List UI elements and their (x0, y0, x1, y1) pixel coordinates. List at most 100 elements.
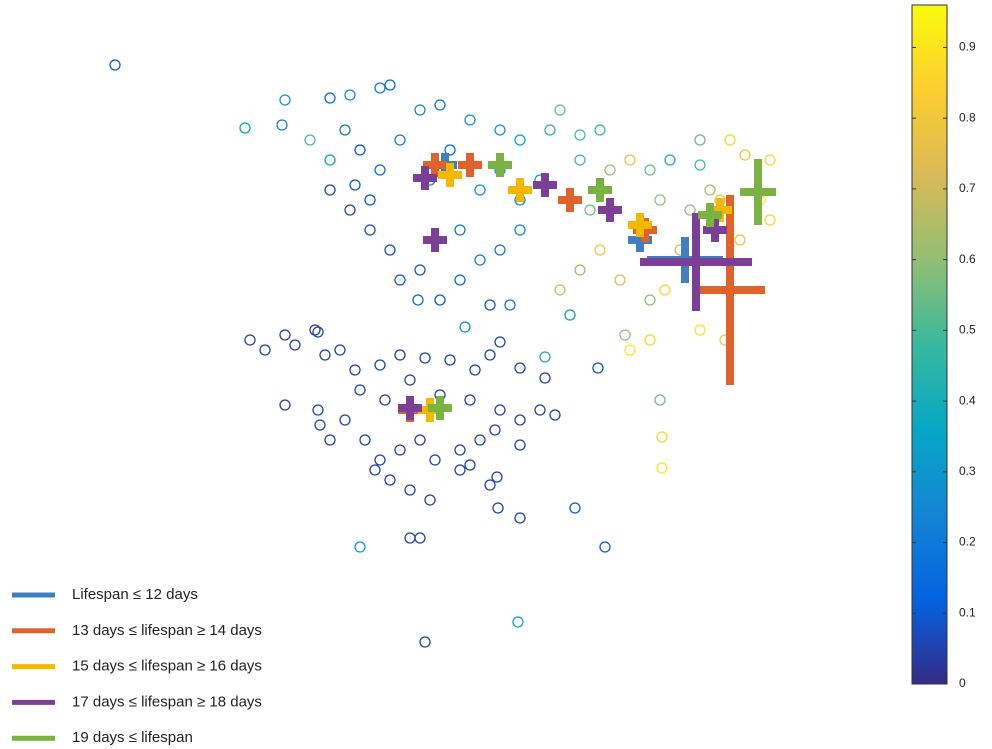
scatter-point (544, 124, 556, 136)
scatter-point (604, 164, 616, 176)
colorbar-tick-label: 0.3 (959, 464, 976, 478)
scatter-point (554, 284, 566, 296)
cross-layer (398, 153, 776, 422)
colorbar-tick-label: 0.5 (959, 323, 976, 337)
scatter-point (444, 354, 456, 366)
scatter-point (279, 94, 291, 106)
scatter-point (404, 484, 416, 496)
scatter-point (339, 414, 351, 426)
scatter-point (354, 144, 366, 156)
scatter-point (491, 471, 503, 483)
scatter-point (614, 274, 626, 286)
scatter-point (344, 89, 356, 101)
scatter-point (414, 434, 426, 446)
scatter-point (424, 494, 436, 506)
scatter-point (384, 474, 396, 486)
scatter-point (349, 179, 361, 191)
scatter-point (469, 364, 481, 376)
scatter-point (656, 462, 668, 474)
scatter-point (514, 512, 526, 524)
legend: Lifespan ≤ 12 days 13 days ≤ lifespan ≥ 1… (12, 586, 262, 746)
scatter-point (374, 82, 386, 94)
scatter-point (584, 204, 596, 216)
scatter-point (454, 444, 466, 456)
scatter-point (384, 79, 396, 91)
scatter-point (474, 434, 486, 446)
scatter-point (764, 154, 776, 166)
scatter-point (374, 164, 386, 176)
legend-label: 19 days ≤ lifespan (72, 729, 193, 746)
scatter-point (494, 404, 506, 416)
scatter-point (654, 194, 666, 206)
scatter-point (239, 122, 251, 134)
scatter-point (334, 344, 346, 356)
scatter-point (619, 329, 631, 341)
scatter-point (259, 344, 271, 356)
colorbar-tick-label: 0.6 (959, 252, 976, 266)
colorbar-tick-label: 0.7 (959, 181, 976, 195)
scatter-point (514, 224, 526, 236)
scatter-point (279, 329, 291, 341)
scatter-point (694, 134, 706, 146)
scatter-point (394, 349, 406, 361)
scatter-point (494, 124, 506, 136)
scatter-point (484, 349, 496, 361)
scatter-point (624, 154, 636, 166)
scatter-point (539, 351, 551, 363)
scatter-point (459, 321, 471, 333)
scatter-point (644, 164, 656, 176)
scatter-point (659, 284, 671, 296)
scatter-point (384, 244, 396, 256)
scatter-point (484, 479, 496, 491)
scatter-point (354, 541, 366, 553)
colorbar-tick-label: 0.9 (959, 40, 976, 54)
colorbar-tick-label: 0.1 (959, 605, 976, 619)
scatter-point (454, 224, 466, 236)
scatter-point (492, 502, 504, 514)
scatter-point (444, 144, 456, 156)
scatter-point (394, 274, 406, 286)
scatter-point (644, 294, 656, 306)
scatter-point (592, 362, 604, 374)
scatter-point (684, 204, 696, 216)
scatter-point (574, 129, 586, 141)
scatter-point (394, 134, 406, 146)
scatter-point (474, 254, 486, 266)
scatter-point (289, 339, 301, 351)
scatter-point (764, 214, 776, 226)
scatter-point (419, 636, 431, 648)
scatter-point (429, 454, 441, 466)
scatter-point (484, 299, 496, 311)
scatter-point (324, 434, 336, 446)
scatter-point (724, 134, 736, 146)
scatter-point (419, 352, 431, 364)
scatter-point (489, 424, 501, 436)
scatter-point (464, 459, 476, 471)
scatter-point (244, 334, 256, 346)
scatter-point (324, 154, 336, 166)
scatter-point (704, 184, 716, 196)
scatter-point (564, 309, 576, 321)
scatter-point (374, 454, 386, 466)
scatter-point (504, 299, 516, 311)
scatter-point (359, 434, 371, 446)
scatter-point (414, 264, 426, 276)
scatter-point (694, 324, 706, 336)
scatter-point (514, 134, 526, 146)
scatter-point (414, 104, 426, 116)
scatter-point (464, 394, 476, 406)
scatter-point (574, 264, 586, 276)
scatter-point (304, 134, 316, 146)
scatter-point (364, 194, 376, 206)
scatter-point (494, 244, 506, 256)
scatter-point (324, 92, 336, 104)
scatter-point (514, 362, 526, 374)
scatter-point (534, 404, 546, 416)
scatter-point (344, 204, 356, 216)
legend-label: 15 days ≤ lifespan ≥ 16 days (72, 658, 262, 675)
legend-label: 17 days ≤ lifespan ≥ 18 days (72, 693, 262, 710)
colorbar-tick-label: 0.8 (959, 110, 976, 124)
scatter-point (309, 324, 321, 336)
scatter-point (694, 159, 706, 171)
scatter-point (314, 419, 326, 431)
